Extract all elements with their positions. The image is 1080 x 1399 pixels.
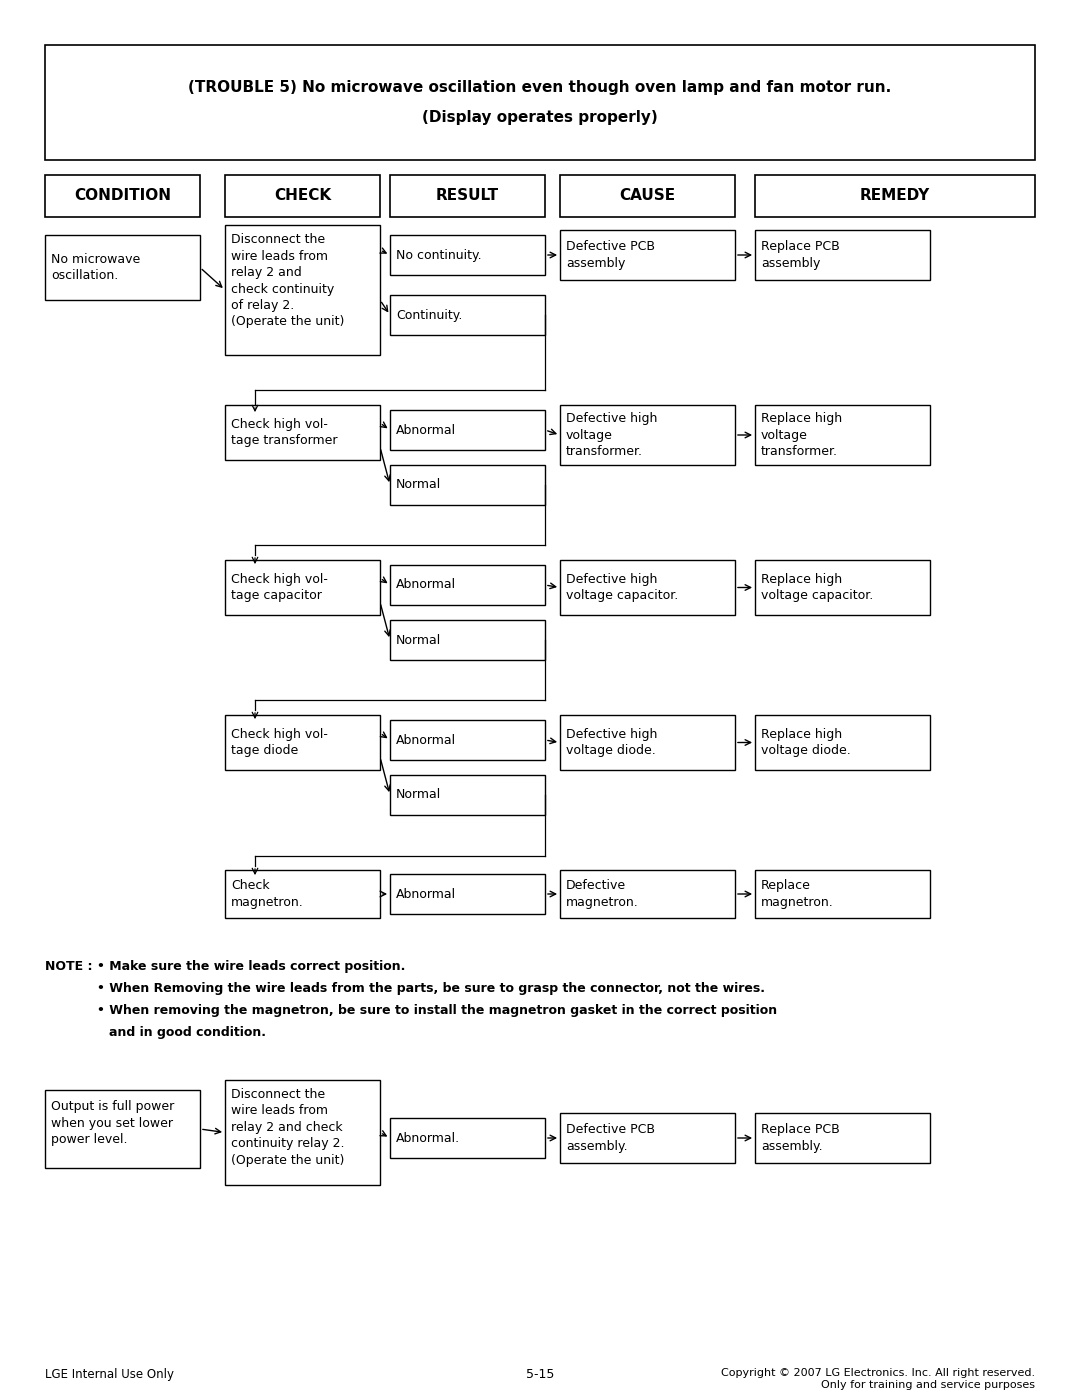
Bar: [45, 45, 1035, 159]
Bar: [755, 715, 930, 769]
Text: Normal: Normal: [396, 789, 442, 802]
Bar: [225, 715, 380, 769]
Text: Defective high
voltage diode.: Defective high voltage diode.: [566, 727, 658, 757]
Bar: [561, 715, 735, 769]
Bar: [390, 565, 545, 604]
Text: Replace high
voltage capacitor.: Replace high voltage capacitor.: [761, 572, 874, 602]
Text: Replace PCB
assembly.: Replace PCB assembly.: [761, 1123, 840, 1153]
Text: RESULT: RESULT: [436, 189, 499, 203]
Text: Abnormal: Abnormal: [396, 887, 456, 901]
Bar: [390, 235, 545, 276]
Text: No microwave
oscillation.: No microwave oscillation.: [51, 253, 140, 283]
Text: CAUSE: CAUSE: [620, 189, 676, 203]
Text: Abnormal: Abnormal: [396, 579, 456, 592]
Text: (Display operates properly): (Display operates properly): [422, 111, 658, 125]
Text: Continuity.: Continuity.: [396, 309, 462, 322]
Bar: [45, 175, 200, 217]
Bar: [225, 870, 380, 918]
Text: Defective
magnetron.: Defective magnetron.: [566, 879, 638, 909]
Text: Normal: Normal: [396, 478, 442, 491]
Bar: [225, 404, 380, 460]
Text: Output is full power
when you set lower
power level.: Output is full power when you set lower …: [51, 1100, 174, 1146]
Text: • Make sure the wire leads correct position.: • Make sure the wire leads correct posit…: [97, 960, 405, 972]
Text: and in good condition.: and in good condition.: [109, 1025, 266, 1039]
Text: Abnormal: Abnormal: [396, 424, 456, 436]
Text: No continuity.: No continuity.: [396, 249, 482, 262]
Text: CHECK: CHECK: [274, 189, 332, 203]
Bar: [390, 295, 545, 334]
Text: • When removing the magnetron, be sure to install the magnetron gasket in the co: • When removing the magnetron, be sure t…: [97, 1004, 778, 1017]
Text: Normal: Normal: [396, 634, 442, 646]
Text: Check high vol-
tage diode: Check high vol- tage diode: [231, 727, 328, 757]
Text: Disconnect the
wire leads from
relay 2 and
check continuity
of relay 2.
(Operate: Disconnect the wire leads from relay 2 a…: [231, 234, 345, 329]
Text: • When Removing the wire leads from the parts, be sure to grasp the connector, n: • When Removing the wire leads from the …: [97, 982, 765, 995]
Bar: [561, 1114, 735, 1163]
Bar: [755, 870, 930, 918]
Bar: [225, 225, 380, 355]
Bar: [390, 775, 545, 816]
Bar: [755, 560, 930, 616]
Bar: [390, 1118, 545, 1158]
Text: Disconnect the
wire leads from
relay 2 and check
continuity relay 2.
(Operate th: Disconnect the wire leads from relay 2 a…: [231, 1088, 345, 1167]
Bar: [561, 175, 735, 217]
Text: Abnormal: Abnormal: [396, 733, 456, 747]
Bar: [225, 1080, 380, 1185]
Text: Copyright © 2007 LG Electronics. Inc. All right reserved.
Only for training and : Copyright © 2007 LG Electronics. Inc. Al…: [720, 1368, 1035, 1389]
Text: Defective PCB
assembly: Defective PCB assembly: [566, 241, 654, 270]
Text: NOTE :: NOTE :: [45, 960, 97, 972]
Bar: [561, 870, 735, 918]
Bar: [390, 464, 545, 505]
Text: Check high vol-
tage capacitor: Check high vol- tage capacitor: [231, 572, 328, 602]
Text: 5-15: 5-15: [526, 1368, 554, 1381]
Text: Abnormal.: Abnormal.: [396, 1132, 460, 1144]
Bar: [225, 560, 380, 616]
Bar: [755, 229, 930, 280]
Bar: [390, 175, 545, 217]
Bar: [390, 874, 545, 914]
Bar: [390, 620, 545, 660]
Text: Check
magnetron.: Check magnetron.: [231, 879, 303, 909]
Bar: [561, 560, 735, 616]
Text: Replace
magnetron.: Replace magnetron.: [761, 879, 834, 909]
Bar: [561, 404, 735, 464]
Bar: [390, 410, 545, 450]
Text: CONDITION: CONDITION: [75, 189, 171, 203]
Text: LGE Internal Use Only: LGE Internal Use Only: [45, 1368, 174, 1381]
Bar: [755, 175, 1035, 217]
Bar: [225, 175, 380, 217]
Text: Replace high
voltage diode.: Replace high voltage diode.: [761, 727, 851, 757]
Text: Defective high
voltage
transformer.: Defective high voltage transformer.: [566, 411, 658, 457]
Text: REMEDY: REMEDY: [860, 189, 930, 203]
Bar: [390, 720, 545, 760]
Bar: [755, 404, 930, 464]
Text: Defective PCB
assembly.: Defective PCB assembly.: [566, 1123, 654, 1153]
Text: Check high vol-
tage transformer: Check high vol- tage transformer: [231, 418, 337, 448]
Bar: [561, 229, 735, 280]
Text: Replace PCB
assembly: Replace PCB assembly: [761, 241, 840, 270]
Bar: [45, 235, 200, 299]
Text: Defective high
voltage capacitor.: Defective high voltage capacitor.: [566, 572, 678, 602]
Text: Replace high
voltage
transformer.: Replace high voltage transformer.: [761, 411, 842, 457]
Text: (TROUBLE 5) No microwave oscillation even though oven lamp and fan motor run.: (TROUBLE 5) No microwave oscillation eve…: [188, 80, 892, 95]
Bar: [45, 1090, 200, 1168]
Bar: [755, 1114, 930, 1163]
